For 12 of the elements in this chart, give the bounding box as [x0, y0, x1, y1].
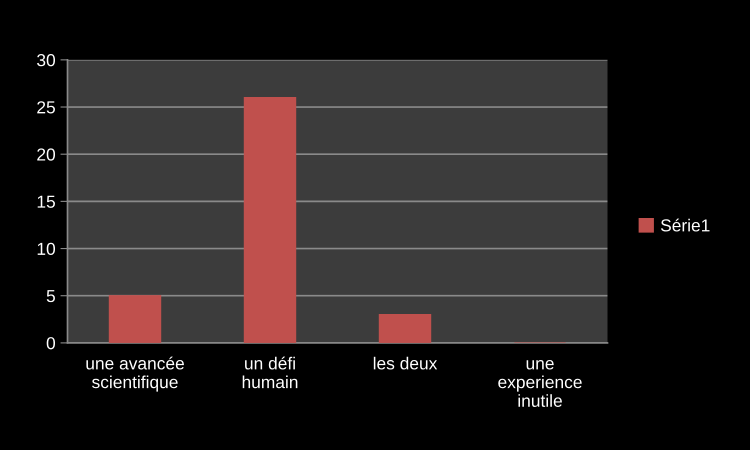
x-tick-label: une experience inutile	[498, 360, 582, 407]
y-tick-label: 5	[46, 290, 55, 302]
x-tick-label: un défi humain	[242, 356, 298, 388]
y-tick-label: 10	[38, 242, 56, 256]
y-tick-label: 15	[38, 196, 55, 208]
y-tick-label: 20	[37, 148, 56, 161]
y-tick-label: 30	[37, 54, 56, 66]
x-tick-label: les deux	[374, 356, 438, 370]
legend-label: Série1	[660, 218, 710, 232]
y-tick-label: 25	[37, 101, 55, 114]
y-tick-label: 0	[46, 337, 56, 350]
x-tick-label: une avancée scientifique	[86, 356, 184, 392]
